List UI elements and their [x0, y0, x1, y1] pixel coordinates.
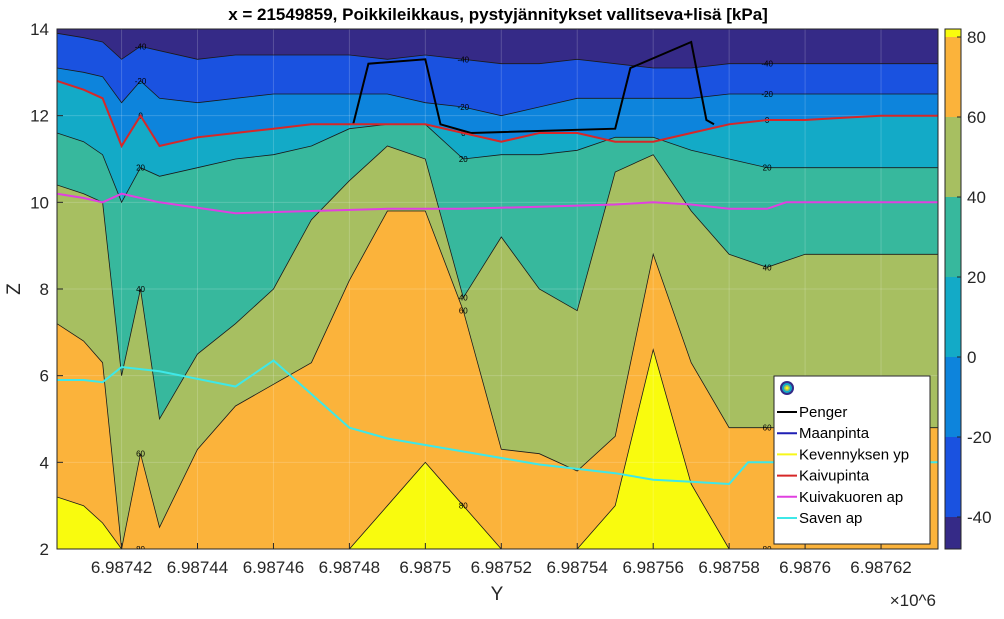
contour-label: 20	[459, 155, 468, 164]
contour-label: -20	[761, 90, 773, 99]
legend-label: Kaivupinta	[799, 468, 870, 485]
contour-label: 20	[763, 164, 772, 173]
x-tick-label: 6.9876	[779, 558, 831, 577]
chart-title: x = 21549859, Poikkileikkaus, pystyjänni…	[228, 5, 768, 24]
y-tick-label: 6	[40, 367, 49, 386]
colorbar-segment	[945, 357, 961, 437]
x-tick-label: 6.98754	[547, 558, 608, 577]
contour-line-20	[57, 123, 938, 204]
contour-label: 60	[136, 450, 145, 459]
contour-label: 80	[763, 545, 772, 554]
contour-line-40	[57, 145, 938, 421]
x-axis-multiplier: ×10^6	[890, 591, 936, 610]
x-axis: 6.98742 6.98744 6.98746 6.98748 6.9875 6.9875…	[91, 543, 912, 577]
colorbar-segment	[945, 277, 961, 357]
colorbar-segment	[945, 197, 961, 277]
colorbar-segment	[945, 517, 961, 549]
y-axis-label: Z	[4, 283, 25, 295]
x-tick-label: 6.98742	[91, 558, 152, 577]
legend-label: Maanpinta	[799, 425, 870, 442]
legend-label: Kevennyksen yp	[799, 446, 909, 463]
legend-item-saven-ap[interactable]: Saven ap	[777, 510, 862, 527]
x-tick-label: 6.98756	[622, 558, 683, 577]
colorbar-tick-label: -20	[967, 428, 992, 447]
y-axis: 2 4 6 8 10 12 14	[30, 20, 63, 559]
x-tick-label: 6.9875	[399, 558, 451, 577]
legend-item-kevennyksen-yp[interactable]: Kevennyksen yp	[777, 446, 909, 463]
contour-band-60	[57, 211, 938, 549]
contour-label: 40	[763, 263, 772, 272]
colorbar-segment	[945, 29, 961, 37]
colorbar: 80 60 40 20 0 -20 -40	[944, 28, 992, 550]
x-tick-label: 6.98746	[243, 558, 304, 577]
legend-label: Kuivakuoren ap	[799, 489, 903, 506]
y-tick-label: 8	[40, 280, 49, 299]
x-tick-label: 6.98752	[471, 558, 532, 577]
colorbar-tick-label: 60	[967, 108, 986, 127]
contour-label: -40	[761, 60, 773, 69]
contour-label: 60	[763, 424, 772, 433]
legend-item-kaivupinta[interactable]: Kaivupinta	[777, 468, 870, 485]
legend-item-kuivakuoren-ap[interactable]: Kuivakuoren ap	[777, 489, 903, 506]
plot-area: 808080606060404040202020000-20-20-20-40-…	[57, 29, 938, 554]
contour-label: 80	[459, 502, 468, 511]
contour-label: 60	[459, 307, 468, 316]
x-axis-label: Y	[491, 584, 504, 605]
legend[interactable]: Penger Maanpinta Kevennyksen yp Kaivupinta K…	[773, 375, 931, 545]
series-lines	[57, 40, 938, 486]
contour-label: 40	[136, 285, 145, 294]
y-tick-label: 12	[30, 107, 49, 126]
colorbar-tick-label: 0	[967, 348, 976, 367]
colorbar-segment	[945, 37, 961, 117]
contour-line-80	[57, 348, 938, 549]
contour-label: -20	[458, 103, 470, 112]
colorbar-tick-label: 20	[967, 268, 986, 287]
legend-item-maanpinta[interactable]: Maanpinta	[777, 425, 870, 442]
y-tick-label: 4	[40, 453, 49, 472]
contour-lines	[57, 32, 938, 549]
y-tick-label: 10	[30, 193, 49, 212]
contour-line--20	[57, 67, 938, 117]
series-line-saven-ap	[57, 359, 938, 486]
contour-label: 20	[136, 164, 145, 173]
contour-label: -40	[458, 55, 470, 64]
series-line-kuivakuoren-ap	[57, 192, 938, 215]
contour-line--40	[57, 32, 938, 69]
colorbar-tick-label: 80	[967, 28, 986, 47]
contour-fills	[57, 29, 938, 549]
colorbar-segment	[945, 117, 961, 197]
legend-contour-icon	[780, 381, 794, 395]
y-tick-label: 14	[30, 20, 49, 39]
colorbar-frame	[944, 28, 962, 550]
x-tick-label: 6.98748	[319, 558, 380, 577]
colorbar-segment	[945, 437, 961, 517]
x-tick-label: 6.98744	[167, 558, 228, 577]
contour-label: 80	[136, 545, 145, 554]
contour-label: -40	[135, 42, 147, 51]
y-tick-label: 2	[40, 540, 49, 559]
legend-item-penger[interactable]: Penger	[777, 404, 847, 421]
contour-label: -20	[135, 77, 147, 86]
x-tick-label: 6.98762	[850, 558, 911, 577]
x-tick-label: 6.98758	[698, 558, 759, 577]
contour-label: 40	[459, 294, 468, 303]
contour-line-60	[57, 210, 938, 549]
series-line-penger	[352, 40, 715, 135]
legend-label: Saven ap	[799, 510, 862, 527]
colorbar-tick-label: -40	[967, 508, 992, 527]
series-line-kaivupinta	[57, 80, 938, 149]
legend-box	[773, 375, 931, 545]
legend-label: Penger	[799, 404, 847, 421]
colorbar-tick-label: 40	[967, 188, 986, 207]
